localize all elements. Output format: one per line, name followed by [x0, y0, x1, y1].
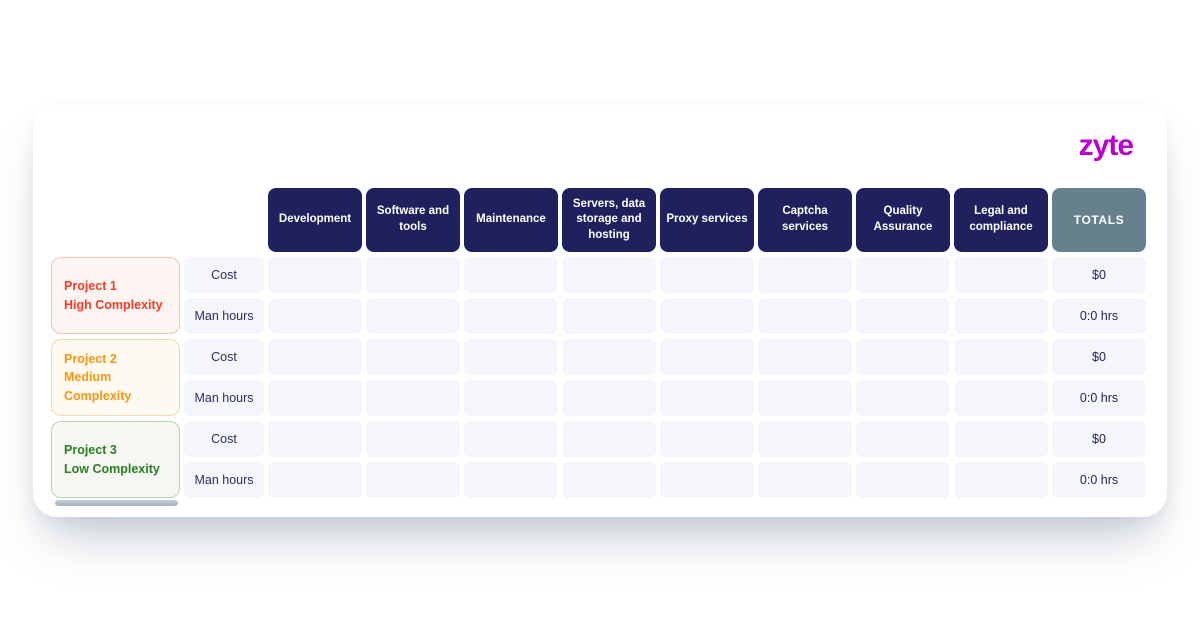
data-cell[interactable]	[758, 380, 852, 416]
data-cell[interactable]	[562, 257, 656, 293]
data-cell[interactable]	[856, 421, 950, 457]
data-cell[interactable]	[366, 298, 460, 334]
project-name: Project 2	[64, 352, 117, 367]
totals-cell: 0:0 hrs	[1052, 462, 1146, 498]
project-label-1: Project 1 High Complexity	[51, 257, 180, 334]
column-header-quality-assurance: Quality Assurance	[856, 188, 950, 252]
data-cell[interactable]	[954, 421, 1048, 457]
data-cell[interactable]	[856, 462, 950, 498]
data-cell[interactable]	[954, 298, 1048, 334]
data-cell[interactable]	[856, 380, 950, 416]
data-cell[interactable]	[758, 462, 852, 498]
data-cell[interactable]	[660, 380, 754, 416]
data-cell[interactable]	[464, 380, 558, 416]
data-cell[interactable]	[562, 462, 656, 498]
metric-label-cost: Cost	[184, 257, 264, 293]
data-cell[interactable]	[758, 257, 852, 293]
data-cell[interactable]	[366, 257, 460, 293]
data-cell[interactable]	[660, 421, 754, 457]
data-cell[interactable]	[660, 298, 754, 334]
column-header-development: Development	[268, 188, 362, 252]
project-complexity: High Complexity	[64, 297, 163, 312]
column-header-captcha-services: Captcha services	[758, 188, 852, 252]
project-name: Project 3	[64, 443, 117, 458]
data-cell[interactable]	[856, 339, 950, 375]
metric-label-man-hours: Man hours	[184, 380, 264, 416]
data-cell[interactable]	[464, 339, 558, 375]
data-cell[interactable]	[366, 380, 460, 416]
data-cell[interactable]	[660, 257, 754, 293]
data-cell[interactable]	[366, 421, 460, 457]
totals-cell: $0	[1052, 257, 1146, 293]
column-header-proxy-services: Proxy services	[660, 188, 754, 252]
project-label-2: Project 2 Medium Complexity	[51, 339, 180, 416]
data-cell[interactable]	[268, 462, 362, 498]
data-cell[interactable]	[464, 298, 558, 334]
column-header-totals: TOTALS	[1052, 188, 1146, 252]
column-header-servers-data-storage-and-hosting: Servers, data storage and hosting	[562, 188, 656, 252]
data-cell[interactable]	[856, 298, 950, 334]
data-cell[interactable]	[562, 298, 656, 334]
data-cell[interactable]	[660, 462, 754, 498]
data-cell[interactable]	[464, 257, 558, 293]
totals-cell: 0:0 hrs	[1052, 298, 1146, 334]
data-cell[interactable]	[758, 421, 852, 457]
calculator-card: zyte Development Software and tools Mainte…	[33, 105, 1167, 517]
column-header-legal-and-compliance: Legal and compliance	[954, 188, 1048, 252]
project-label-3: Project 3 Low Complexity	[51, 421, 180, 498]
data-cell[interactable]	[856, 257, 950, 293]
totals-cell: $0	[1052, 421, 1146, 457]
data-cell[interactable]	[562, 339, 656, 375]
column-header-software-and-tools: Software and tools	[366, 188, 460, 252]
metric-label-man-hours: Man hours	[184, 298, 264, 334]
data-cell[interactable]	[660, 339, 754, 375]
data-cell[interactable]	[268, 339, 362, 375]
data-cell[interactable]	[464, 421, 558, 457]
project-complexity: Low Complexity	[64, 461, 160, 476]
column-header-maintenance: Maintenance	[464, 188, 558, 252]
data-cell[interactable]	[268, 380, 362, 416]
data-cell[interactable]	[268, 298, 362, 334]
project-name: Project 1	[64, 279, 117, 294]
data-cell[interactable]	[562, 380, 656, 416]
totals-cell: $0	[1052, 339, 1146, 375]
data-cell[interactable]	[562, 421, 656, 457]
metric-label-cost: Cost	[184, 339, 264, 375]
data-cell[interactable]	[758, 339, 852, 375]
data-cell[interactable]	[758, 298, 852, 334]
totals-cell: 0:0 hrs	[1052, 380, 1146, 416]
data-cell[interactable]	[954, 380, 1048, 416]
data-cell[interactable]	[268, 257, 362, 293]
data-cell[interactable]	[464, 462, 558, 498]
data-cell[interactable]	[954, 462, 1048, 498]
metric-label-man-hours: Man hours	[184, 462, 264, 498]
data-cell[interactable]	[366, 339, 460, 375]
data-cell[interactable]	[954, 339, 1048, 375]
data-cell[interactable]	[954, 257, 1048, 293]
project-complexity: Medium Complexity	[64, 370, 132, 403]
data-cell[interactable]	[268, 421, 362, 457]
metric-label-cost: Cost	[184, 421, 264, 457]
cost-table: Development Software and tools Maintenance…	[51, 188, 1146, 498]
data-cell[interactable]	[366, 462, 460, 498]
horizontal-scrollbar-thumb[interactable]	[55, 500, 178, 506]
zyte-logo: zyte	[1078, 129, 1134, 162]
